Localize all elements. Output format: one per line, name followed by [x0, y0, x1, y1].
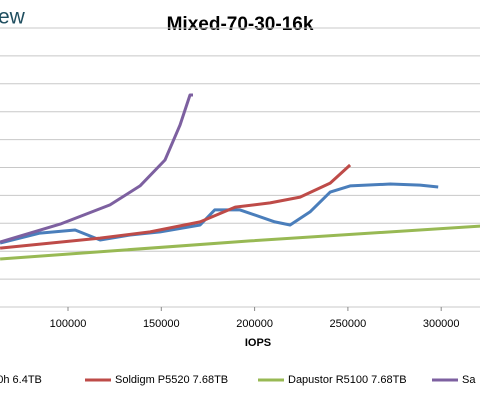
- x-tick-label: 200000: [236, 318, 273, 330]
- legend-label: Dapustor R5100 7.68TB: [288, 374, 407, 386]
- series-line: [0, 163, 352, 250]
- series-line: [0, 182, 439, 245]
- x-tick-label: 100000: [50, 318, 87, 330]
- series-line: [0, 224, 480, 261]
- series-line: [0, 93, 193, 244]
- x-tick-label: 150000: [143, 318, 180, 330]
- legend-label: Soldigm P5520 7.68TB: [115, 374, 228, 386]
- x-tick-label: 250000: [330, 318, 367, 330]
- x-tick-label: 300000: [423, 318, 460, 330]
- legend-label: 550h 6.4TB: [0, 374, 42, 386]
- x-axis-label: IOPS: [245, 337, 271, 349]
- legend-label: Sa: [462, 374, 476, 386]
- chart-title: Mixed-70-30-16k: [167, 14, 314, 35]
- logo: ew: [0, 6, 26, 29]
